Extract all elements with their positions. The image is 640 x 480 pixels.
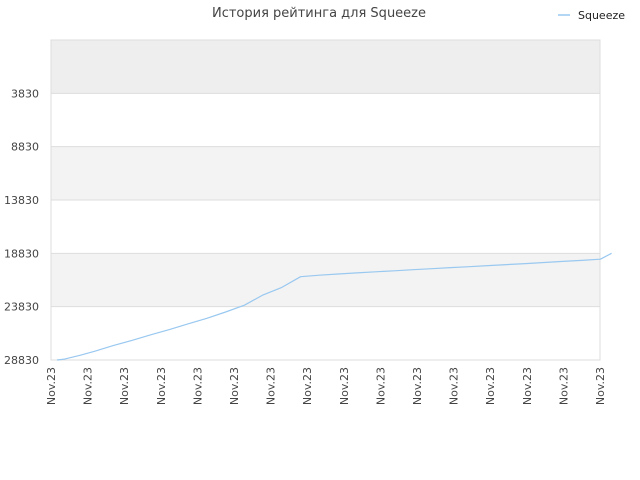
x-tick-label: Nov.23 [557,367,570,405]
series-layer [56,252,612,361]
x-tick-label: Nov.23 [521,367,534,405]
x-tick-label: Nov.23 [338,367,351,405]
y-tick-label: 8830 [11,141,39,154]
chart-title: История рейтинга для Squeeze [212,6,426,21]
y-axis: 3830 8830 13830 18830 23830 28830 [4,87,39,367]
plot-band [51,146,600,200]
x-tick-label: Nov.23 [118,367,131,405]
y-tick-label: 18830 [4,247,39,260]
x-tick-label: Nov.23 [265,367,278,405]
legend: Squeeze [558,9,625,22]
y-tick-label: 28830 [4,354,39,367]
x-tick-label: Nov.23 [594,367,607,405]
y-tick-label: 23830 [4,301,39,314]
x-tick-label: Nov.23 [45,367,58,405]
gridlines [50,39,601,361]
y-tick-label: 3830 [11,87,39,100]
plot-band [51,253,600,307]
plot-border [50,39,601,361]
series-line-squeeze [56,252,612,361]
x-tick-label: Nov.23 [155,367,168,405]
x-tick-label: Nov.23 [228,367,241,405]
plot-band [51,200,600,254]
x-tick-label: Nov.23 [448,367,461,405]
x-tick-label: Nov.23 [191,367,204,405]
y-tick-label: 13830 [4,194,39,207]
x-tick-label: Nov.23 [411,367,424,405]
plot-band [51,40,600,94]
legend-label: Squeeze [578,9,625,22]
plot-bands [51,40,600,360]
plot-band [51,93,600,147]
x-axis: Nov.23 Nov.23 Nov.23 Nov.23 Nov.23 Nov.23 Nov.… [45,367,607,405]
x-tick-label: Nov.23 [82,367,95,405]
x-tick-label: Nov.23 [374,367,387,405]
x-tick-label: Nov.23 [484,367,497,405]
plot-band [51,306,600,360]
x-tick-label: Nov.23 [301,367,314,405]
